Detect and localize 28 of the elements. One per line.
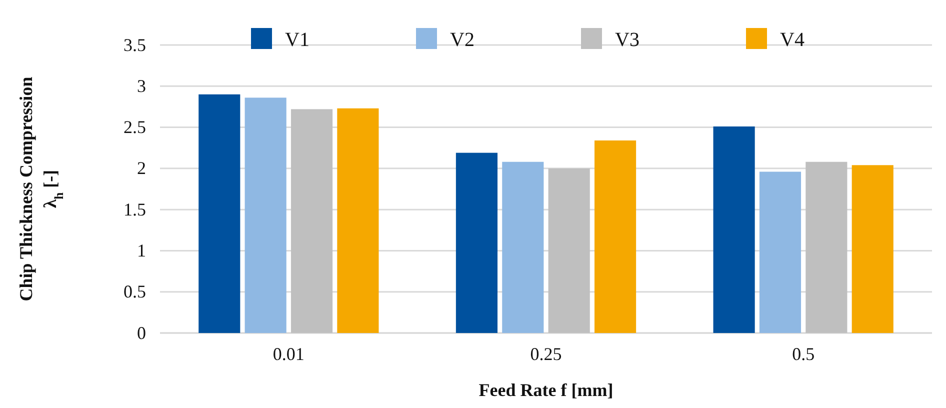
bar — [852, 165, 894, 333]
y-tick-label: 3 — [137, 76, 146, 96]
y-tick-label: 3.5 — [124, 34, 146, 55]
x-axis-title: Feed Rate f [mm] — [478, 380, 614, 400]
legend-label: V4 — [780, 29, 804, 51]
y-tick-label: 0.5 — [124, 282, 146, 302]
bar — [594, 140, 636, 333]
x-tick-label: 0.25 — [530, 344, 562, 364]
bar — [198, 94, 240, 333]
bar — [713, 126, 755, 333]
y-tick-label: 1.5 — [124, 199, 146, 220]
legend-label: V2 — [450, 29, 474, 51]
bar — [456, 152, 498, 333]
x-tick-label: 0.01 — [272, 344, 304, 364]
y-tick-label: 2 — [137, 158, 146, 178]
bar — [244, 98, 286, 333]
y-tick-label: 1 — [137, 240, 146, 260]
y-tick-label: 2.5 — [124, 117, 146, 138]
bar — [290, 109, 333, 333]
bar — [759, 172, 802, 333]
bar — [502, 162, 544, 333]
legend-label: V3 — [615, 29, 640, 51]
bar — [806, 162, 848, 333]
bar — [337, 108, 379, 333]
legend-label: V1 — [285, 29, 310, 51]
x-tick-label: 0.5 — [792, 344, 815, 364]
bar — [548, 168, 590, 333]
y-tick-label: 0 — [137, 322, 146, 343]
